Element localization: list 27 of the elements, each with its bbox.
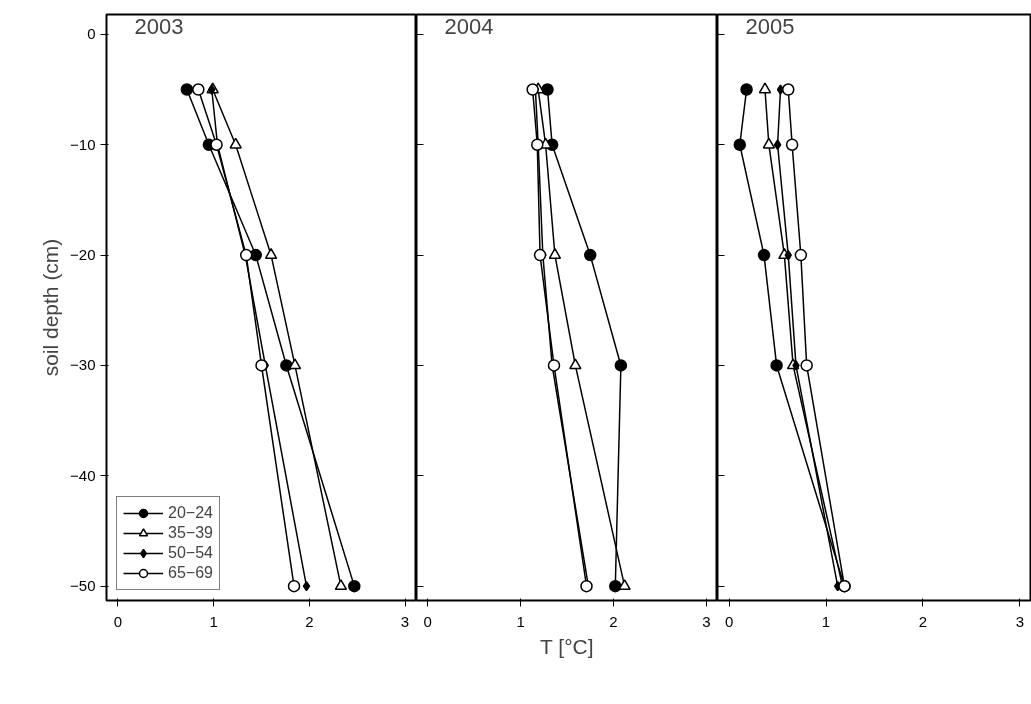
chart-title: 2005 — [745, 13, 795, 39]
y-tick-label: −20 — [70, 246, 96, 264]
x-tick-label: 2 — [918, 612, 928, 630]
x-tick-label: 1 — [516, 612, 525, 630]
x-axis-title: T [°C] — [540, 634, 594, 658]
y-tick-label: −40 — [70, 466, 96, 484]
legend-label: 35−39 — [168, 524, 213, 542]
x-tick-label: 2 — [305, 612, 314, 630]
y-tick-label: −50 — [70, 577, 96, 595]
y-tick-label: −10 — [70, 135, 96, 153]
y-tick-label: 0 — [87, 25, 96, 43]
legend-label: 50−54 — [168, 544, 213, 562]
legend-label: 65−69 — [168, 564, 213, 582]
y-tick-label: −30 — [70, 356, 96, 374]
x-tick-label: 0 — [724, 612, 734, 630]
chart-title: 2004 — [444, 13, 494, 39]
y-axis-title: soil depth (cm) — [39, 238, 63, 377]
x-tick-label: 3 — [1015, 612, 1025, 630]
x-tick-label: 0 — [423, 612, 432, 630]
x-tick-label: 0 — [113, 612, 123, 630]
x-tick-label: 1 — [821, 612, 831, 630]
x-tick-label: 2 — [609, 612, 618, 630]
x-tick-label: 1 — [209, 612, 218, 630]
x-tick-label: 3 — [702, 612, 711, 630]
legend-label: 20−24 — [168, 504, 213, 522]
x-tick-label: 3 — [400, 612, 410, 630]
chart-title: 2003 — [134, 13, 184, 39]
